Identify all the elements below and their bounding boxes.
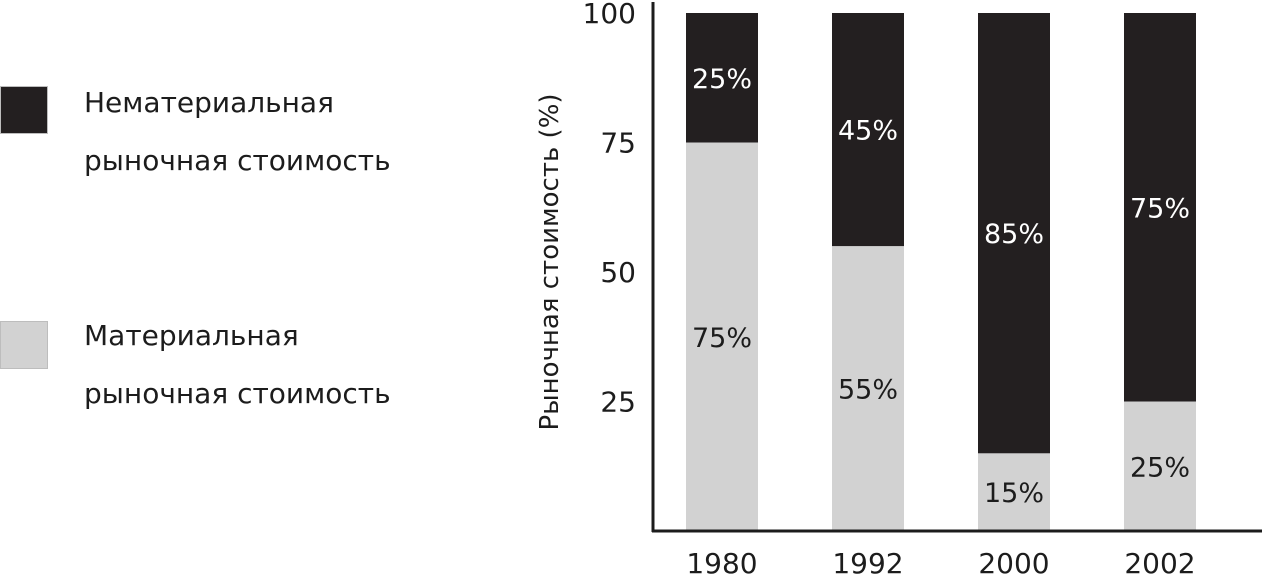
x-tick-label-2002: 2002 [1124, 547, 1195, 575]
data-labels-group: 75% 25% 55% 45% 15% 85% 25% 75% [692, 64, 1190, 509]
y-axis-label: Рыночная стоимость (%) [535, 93, 565, 430]
data-label-tangible-1992: 55% [838, 375, 898, 406]
bar-intangible-2002 [1124, 13, 1196, 402]
bar-tangible-2002 [1124, 401, 1196, 531]
bar-tangible-2000 [978, 453, 1050, 531]
bar-tangible-1980 [686, 142, 758, 531]
y-tick-labels-group: 25 50 75 100 [583, 0, 636, 419]
legend-swatch-tangible [0, 321, 48, 369]
data-label-intangible-2000: 85% [984, 219, 1044, 250]
data-label-intangible-1992: 45% [838, 116, 898, 147]
legend: Нематериальная рыночная стоимость Матери… [0, 0, 520, 575]
bar-intangible-2000 [978, 13, 1050, 454]
bar-tangible-1992 [832, 246, 904, 531]
data-label-intangible-2002: 75% [1130, 193, 1190, 224]
y-tick-label-100: 100 [583, 0, 636, 30]
y-tick-label-50: 50 [600, 256, 636, 289]
data-label-tangible-2000: 15% [984, 478, 1044, 509]
legend-label-intangible: Нематериальная рыночная стоимость [84, 86, 391, 177]
x-tick-label-1992: 1992 [832, 547, 903, 575]
bars-group [686, 13, 1196, 531]
y-tick-label-75: 75 [600, 127, 636, 160]
data-label-tangible-2002: 25% [1130, 452, 1190, 483]
x-tick-label-1980: 1980 [686, 547, 757, 575]
x-tick-label-2000: 2000 [978, 547, 1049, 575]
legend-label-tangible: Материальная рыночная стоимость [84, 319, 391, 410]
x-tick-labels-group: 1980 1992 2000 2002 [686, 547, 1195, 575]
y-tick-label-25: 25 [600, 386, 636, 419]
legend-swatch-intangible [0, 86, 48, 134]
data-label-tangible-1980: 75% [692, 323, 752, 354]
bar-intangible-1992 [832, 13, 904, 247]
data-label-intangible-1980: 25% [692, 64, 752, 95]
bar-intangible-1980 [686, 13, 758, 143]
